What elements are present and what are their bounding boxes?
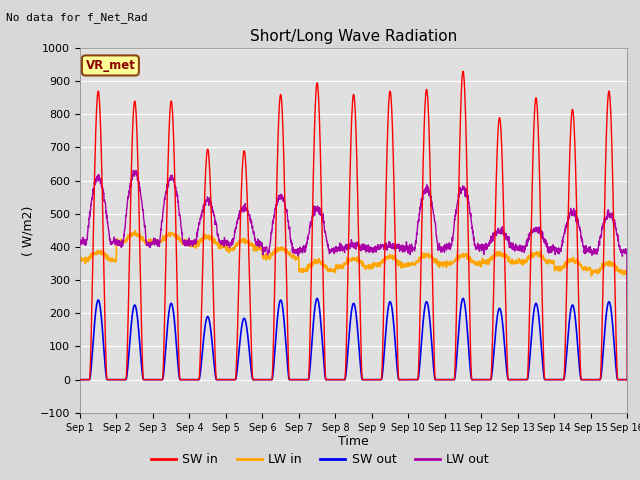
Text: VR_met: VR_met bbox=[86, 59, 135, 72]
Y-axis label: ( W/m2): ( W/m2) bbox=[21, 205, 35, 255]
X-axis label: Time: Time bbox=[338, 435, 369, 448]
Legend: SW in, LW in, SW out, LW out: SW in, LW in, SW out, LW out bbox=[146, 448, 494, 471]
Text: No data for f_Net_Rad: No data for f_Net_Rad bbox=[6, 12, 148, 23]
Title: Short/Long Wave Radiation: Short/Long Wave Radiation bbox=[250, 29, 457, 44]
